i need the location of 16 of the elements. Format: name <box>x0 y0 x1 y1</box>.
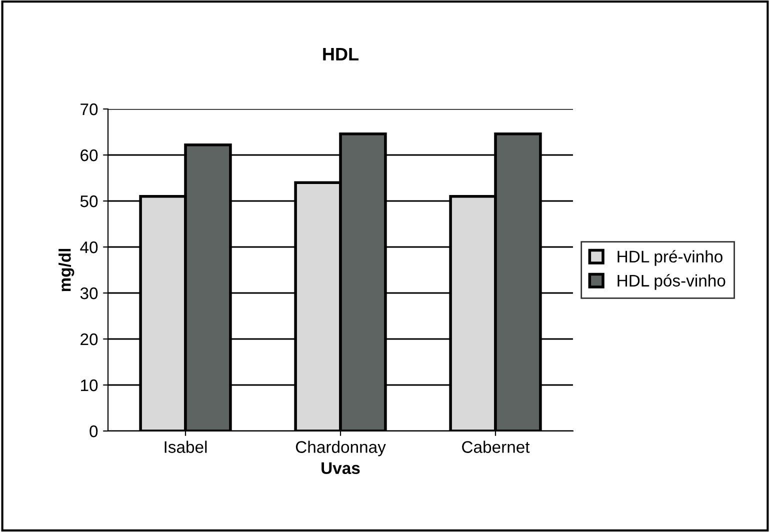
y-tick-label: 0 <box>90 425 98 438</box>
x-tick-label: Cabernet <box>462 440 530 453</box>
y-tick-label: 40 <box>80 241 98 254</box>
legend-label: HDL pós-vinho <box>618 274 726 290</box>
y-tick-label: 50 <box>80 195 98 208</box>
chart-title: HDL <box>323 48 358 60</box>
y-axis-title: mg/dl <box>58 248 74 292</box>
y-tick-label: 30 <box>80 287 98 300</box>
x-tick-label: Chardonnay <box>296 440 386 456</box>
y-tick-label: 20 <box>80 333 98 346</box>
y-tick-label: 10 <box>81 379 98 392</box>
y-tick-label: 60 <box>80 149 98 162</box>
x-tick-label: Isabel <box>164 440 207 453</box>
y-tick-label: 70 <box>80 103 98 116</box>
x-axis-title: Uvas <box>322 462 360 474</box>
legend-label: HDL pré-vinho <box>618 250 722 266</box>
